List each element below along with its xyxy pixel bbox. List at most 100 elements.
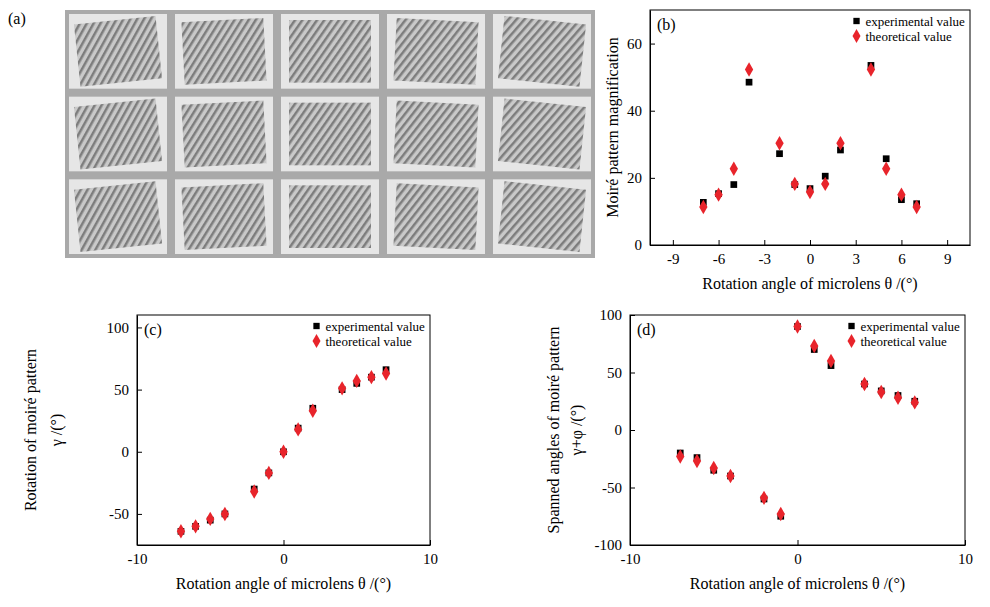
y-tick: 20 <box>627 170 655 186</box>
data-point <box>726 469 734 483</box>
photo-tile <box>393 18 478 85</box>
y-axis-title: Rotation of moiré pattern <box>22 349 40 511</box>
photo-tile <box>74 181 162 252</box>
y-tick-mark <box>137 327 142 328</box>
data-point <box>382 366 390 380</box>
x-tick-mark <box>719 240 720 245</box>
photo-tile-frame <box>493 179 591 254</box>
x-tick-label: -10 <box>128 551 148 567</box>
panel-label: (a) <box>8 10 26 28</box>
data-point <box>676 449 684 463</box>
x-tick-label: -3 <box>759 251 772 267</box>
legend: experimental valuetheoretical value <box>848 319 960 349</box>
photo-tile <box>498 16 586 87</box>
data-point <box>714 187 722 201</box>
panel: -10010-50050100Rotation angle of microle… <box>22 315 439 593</box>
y-tick: 100 <box>600 307 636 323</box>
x-tick-label: 0 <box>794 551 802 567</box>
data-point <box>191 519 199 533</box>
data-point <box>827 354 835 368</box>
data-point <box>699 200 707 214</box>
y-tick-mark <box>137 390 142 391</box>
y-tick-mark <box>630 430 635 431</box>
y-tick-label: 0 <box>615 422 623 438</box>
y-tick-mark <box>630 315 635 316</box>
x-tick-mark <box>965 540 966 545</box>
y-tick: 0 <box>615 422 636 438</box>
data-point <box>821 177 829 191</box>
y-tick-mark <box>650 111 655 112</box>
data-point <box>793 319 801 333</box>
y-tick-label: 0 <box>122 444 130 460</box>
y-tick-label: 50 <box>607 365 622 381</box>
data-point <box>279 445 287 459</box>
y-tick: 40 <box>627 103 655 119</box>
x-tick-label: -9 <box>667 251 680 267</box>
y-tick: -50 <box>602 480 635 496</box>
y-axis: -50050100 <box>107 316 143 546</box>
x-tick-mark <box>430 540 431 545</box>
photo-tile-frame <box>281 97 379 172</box>
legend: experimental valuetheoretical value <box>853 14 965 44</box>
y-tick: -50 <box>109 506 142 522</box>
x-tick-label: 10 <box>423 551 438 567</box>
x-tick-mark <box>798 540 799 545</box>
x-tick-label: -10 <box>621 551 641 567</box>
plot-frame <box>630 315 965 545</box>
y-axis-title: γ+φ /(°) <box>568 405 586 457</box>
photo-tile-frame <box>69 14 167 89</box>
y-tick-mark <box>630 545 635 546</box>
legend-marker <box>313 323 319 329</box>
plot-points <box>177 366 390 538</box>
x-tick: 10 <box>423 540 438 567</box>
panel-label: (b) <box>657 16 676 34</box>
photo-tile <box>181 18 266 85</box>
legend-label: experimental value <box>866 14 965 29</box>
y-tick-label: 60 <box>627 36 642 52</box>
photo-tile-frame <box>387 97 485 172</box>
data-point <box>353 374 361 388</box>
photo-tile-frame <box>493 14 591 89</box>
x-tick-label: 0 <box>807 251 815 267</box>
legend-marker <box>853 18 859 24</box>
photo-tile-frame <box>493 97 591 172</box>
data-point <box>730 162 738 176</box>
photo-tile-frame <box>175 97 273 172</box>
legend: experimental valuetheoretical value <box>313 319 425 349</box>
y-tick-label: -100 <box>595 537 623 553</box>
y-tick-label: 0 <box>635 237 643 253</box>
x-axis: -9-6-30369 <box>651 240 971 267</box>
legend-label: theoretical value <box>861 334 947 349</box>
plot-frame <box>650 10 970 245</box>
photo-tile <box>181 183 266 250</box>
figure: (a)-9-6-303690204060Rotation angle of mi… <box>0 0 990 607</box>
y-tick-label: 20 <box>627 170 642 186</box>
x-axis: -10010 <box>621 540 974 567</box>
y-tick-mark <box>650 178 655 179</box>
x-axis-line <box>138 545 431 546</box>
x-axis-title: Rotation angle of microlens θ /(°) <box>690 575 905 593</box>
data-point <box>206 512 214 526</box>
y-tick-mark <box>630 373 635 374</box>
data-point <box>221 507 229 521</box>
legend-label: theoretical value <box>866 29 952 44</box>
legend-marker <box>848 323 854 329</box>
y-axis-title: γ /(°) <box>48 414 66 448</box>
data-point <box>294 422 302 436</box>
x-tick-mark <box>901 240 902 245</box>
data-point <box>894 391 902 405</box>
x-tick: 0 <box>807 240 815 267</box>
y-tick-label: -50 <box>602 480 622 496</box>
panel-label: (c) <box>144 321 162 339</box>
x-tick-mark <box>284 540 285 545</box>
x-tick: 9 <box>944 240 952 267</box>
photo-tile-frame <box>281 179 379 254</box>
data-point <box>836 136 844 150</box>
panel-label: (d) <box>637 321 656 339</box>
data-point <box>882 162 890 176</box>
x-tick-label: 9 <box>944 251 952 267</box>
data-point <box>250 484 258 498</box>
photo-tile <box>498 99 586 170</box>
legend-marker <box>853 29 861 43</box>
photo-tile-frame <box>281 14 379 89</box>
